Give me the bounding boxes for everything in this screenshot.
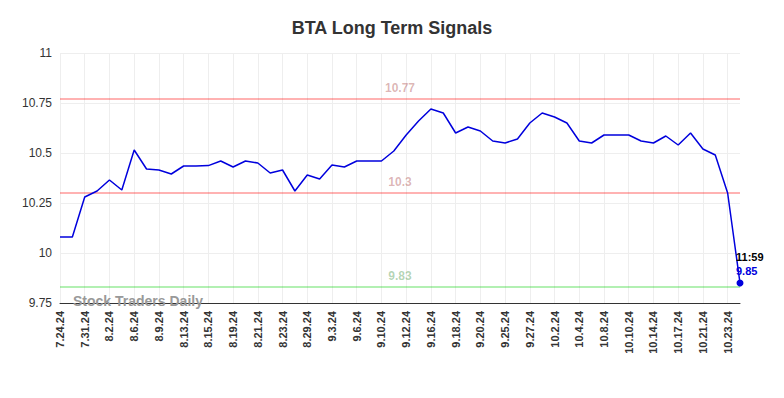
- svg-text:9.16.24: 9.16.24: [425, 310, 437, 348]
- svg-text:8.9.24: 8.9.24: [153, 310, 165, 341]
- svg-text:8.29.24: 8.29.24: [301, 310, 313, 348]
- svg-text:10.25: 10.25: [22, 196, 52, 210]
- svg-text:8.15.24: 8.15.24: [202, 310, 214, 348]
- svg-text:10.2.24: 10.2.24: [549, 310, 561, 348]
- svg-text:9.85: 9.85: [736, 265, 757, 277]
- svg-text:10.77: 10.77: [385, 81, 415, 95]
- svg-text:10.10.24: 10.10.24: [623, 310, 635, 354]
- svg-text:9.12.24: 9.12.24: [400, 310, 412, 348]
- svg-text:Stock Traders Daily: Stock Traders Daily: [73, 293, 203, 309]
- svg-text:9.27.24: 9.27.24: [524, 310, 536, 348]
- svg-text:10.21.24: 10.21.24: [697, 310, 709, 354]
- svg-text:9.10.24: 9.10.24: [375, 310, 387, 348]
- svg-text:10.8.24: 10.8.24: [598, 310, 610, 348]
- svg-text:10.14.24: 10.14.24: [647, 310, 659, 354]
- svg-text:10.5: 10.5: [29, 146, 53, 160]
- svg-text:10.75: 10.75: [22, 96, 52, 110]
- svg-text:10.23.24: 10.23.24: [722, 310, 734, 354]
- svg-text:10: 10: [39, 246, 53, 260]
- svg-text:9.75: 9.75: [29, 296, 53, 310]
- svg-text:9.25.24: 9.25.24: [499, 310, 511, 348]
- svg-text:8.21.24: 8.21.24: [252, 310, 264, 348]
- svg-text:8.19.24: 8.19.24: [227, 310, 239, 348]
- svg-text:8.13.24: 8.13.24: [178, 310, 190, 348]
- svg-text:9.18.24: 9.18.24: [450, 310, 462, 348]
- svg-text:8.2.24: 8.2.24: [103, 310, 115, 341]
- svg-text:9.3.24: 9.3.24: [326, 310, 338, 341]
- svg-text:9.83: 9.83: [388, 269, 412, 283]
- svg-text:9.20.24: 9.20.24: [474, 310, 486, 348]
- svg-text:11:59: 11:59: [736, 251, 764, 263]
- svg-text:8.6.24: 8.6.24: [128, 310, 140, 341]
- svg-text:10.3: 10.3: [388, 175, 412, 189]
- svg-text:10.17.24: 10.17.24: [672, 310, 684, 354]
- svg-text:7.31.24: 7.31.24: [79, 310, 91, 348]
- svg-text:7.24.24: 7.24.24: [54, 310, 66, 348]
- svg-text:8.23.24: 8.23.24: [277, 310, 289, 348]
- svg-text:BTA Long Term Signals: BTA Long Term Signals: [292, 18, 493, 38]
- svg-text:9.6.24: 9.6.24: [351, 310, 363, 341]
- svg-text:10.4.24: 10.4.24: [573, 310, 585, 348]
- svg-text:11: 11: [40, 46, 53, 60]
